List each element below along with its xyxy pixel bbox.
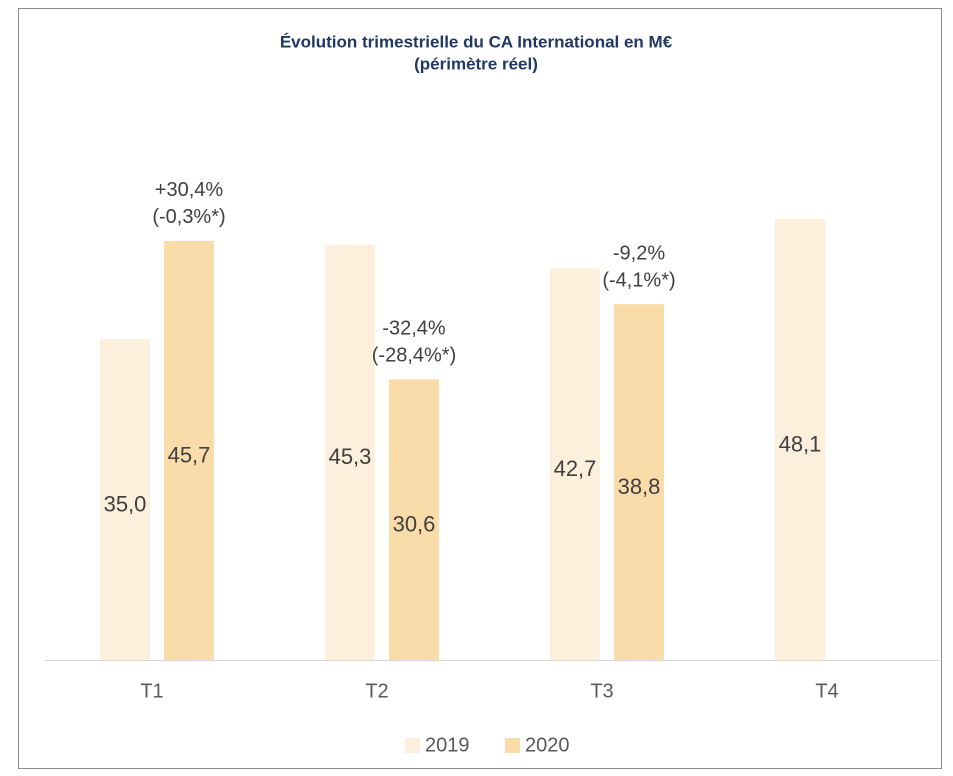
bar <box>775 218 825 660</box>
value-label: 45,7 <box>168 442 211 467</box>
chart-title: Évolution trimestrielle du CA Internatio… <box>280 32 673 51</box>
annotation: (-4,1%*) <box>602 269 675 291</box>
x-tick-label: T4 <box>815 680 838 702</box>
annotation: (-0,3%*) <box>152 206 225 228</box>
value-label: 45,3 <box>329 444 372 469</box>
chart-subtitle: (périmètre réel) <box>414 54 538 73</box>
value-label: 30,6 <box>393 512 436 537</box>
bar <box>100 339 150 660</box>
value-label: 38,8 <box>618 474 661 499</box>
legend-label: 2020 <box>525 734 570 756</box>
x-tick-label: T3 <box>590 680 613 702</box>
bar <box>389 379 439 660</box>
annotation: (-28,4%*) <box>372 345 456 367</box>
annotation: +30,4% <box>155 179 224 201</box>
annotation: -32,4% <box>382 318 446 340</box>
value-label: 42,7 <box>554 456 597 481</box>
legend-swatch <box>505 738 520 753</box>
bar <box>325 244 375 660</box>
value-label: 35,0 <box>104 491 147 516</box>
value-label: 48,1 <box>779 431 822 456</box>
bar <box>614 304 664 660</box>
x-tick-label: T1 <box>140 680 163 702</box>
legend-label: 2019 <box>425 734 470 756</box>
bar <box>164 240 214 660</box>
bar <box>550 268 600 660</box>
legend-swatch <box>405 738 420 753</box>
x-tick-label: T2 <box>365 680 388 702</box>
annotation: -9,2% <box>613 242 665 264</box>
